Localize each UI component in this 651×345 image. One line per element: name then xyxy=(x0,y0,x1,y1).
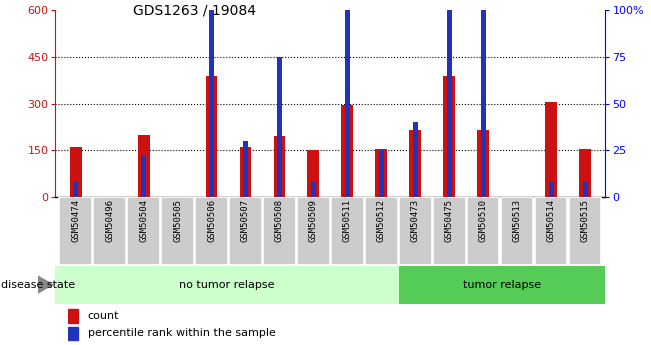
Text: GSM50506: GSM50506 xyxy=(207,199,216,242)
FancyBboxPatch shape xyxy=(59,197,92,265)
Bar xyxy=(583,182,588,197)
Bar xyxy=(68,327,77,340)
Bar xyxy=(73,182,78,197)
Text: GSM50508: GSM50508 xyxy=(275,199,284,242)
Text: GSM50475: GSM50475 xyxy=(445,199,454,242)
Text: disease state: disease state xyxy=(1,280,75,289)
Bar xyxy=(307,150,320,197)
Bar xyxy=(549,182,553,197)
Text: GSM50513: GSM50513 xyxy=(512,199,521,242)
Text: GSM50473: GSM50473 xyxy=(411,199,420,242)
Bar xyxy=(206,76,217,197)
Bar xyxy=(68,309,77,323)
Text: percentile rank within the sample: percentile rank within the sample xyxy=(88,328,275,338)
Text: GDS1263 / 19084: GDS1263 / 19084 xyxy=(133,3,256,18)
Text: GSM50510: GSM50510 xyxy=(478,199,488,242)
FancyBboxPatch shape xyxy=(365,197,398,265)
FancyBboxPatch shape xyxy=(161,197,194,265)
Text: GSM50507: GSM50507 xyxy=(241,199,250,242)
Text: GSM50514: GSM50514 xyxy=(547,199,555,242)
FancyBboxPatch shape xyxy=(93,197,126,265)
Bar xyxy=(137,135,150,197)
Bar xyxy=(341,105,353,197)
Polygon shape xyxy=(38,275,54,294)
FancyBboxPatch shape xyxy=(331,197,364,265)
Bar xyxy=(379,150,384,197)
Bar xyxy=(443,76,455,197)
FancyBboxPatch shape xyxy=(128,197,160,265)
FancyBboxPatch shape xyxy=(297,197,329,265)
FancyBboxPatch shape xyxy=(433,197,465,265)
Bar xyxy=(141,156,146,197)
Bar xyxy=(277,57,282,197)
Text: GSM50474: GSM50474 xyxy=(71,199,80,242)
Text: GSM50512: GSM50512 xyxy=(377,199,386,242)
FancyBboxPatch shape xyxy=(229,197,262,265)
FancyBboxPatch shape xyxy=(569,197,602,265)
Bar xyxy=(579,148,591,197)
Text: GSM50511: GSM50511 xyxy=(343,199,352,242)
Bar xyxy=(413,122,418,197)
Text: GSM50509: GSM50509 xyxy=(309,199,318,242)
FancyBboxPatch shape xyxy=(55,266,399,304)
Bar xyxy=(70,147,81,197)
Bar xyxy=(480,10,486,197)
FancyBboxPatch shape xyxy=(399,197,432,265)
Bar xyxy=(243,141,248,197)
Bar xyxy=(376,148,387,197)
FancyBboxPatch shape xyxy=(535,197,568,265)
Text: GSM50496: GSM50496 xyxy=(105,199,114,242)
FancyBboxPatch shape xyxy=(195,197,228,265)
Text: GSM50515: GSM50515 xyxy=(581,199,590,242)
Text: tumor relapse: tumor relapse xyxy=(464,280,542,289)
Text: GSM50504: GSM50504 xyxy=(139,199,148,242)
FancyBboxPatch shape xyxy=(467,197,499,265)
Bar xyxy=(545,102,557,197)
Bar xyxy=(209,0,214,197)
Text: GSM50505: GSM50505 xyxy=(173,199,182,242)
FancyBboxPatch shape xyxy=(263,197,296,265)
Bar xyxy=(311,182,316,197)
Bar xyxy=(409,130,421,197)
Bar xyxy=(345,0,350,197)
FancyBboxPatch shape xyxy=(399,266,605,304)
Bar xyxy=(477,130,489,197)
Bar xyxy=(273,136,285,197)
Text: count: count xyxy=(88,311,119,321)
FancyBboxPatch shape xyxy=(501,197,533,265)
Bar xyxy=(240,147,251,197)
Text: no tumor relapse: no tumor relapse xyxy=(180,280,275,289)
Bar xyxy=(447,0,452,197)
